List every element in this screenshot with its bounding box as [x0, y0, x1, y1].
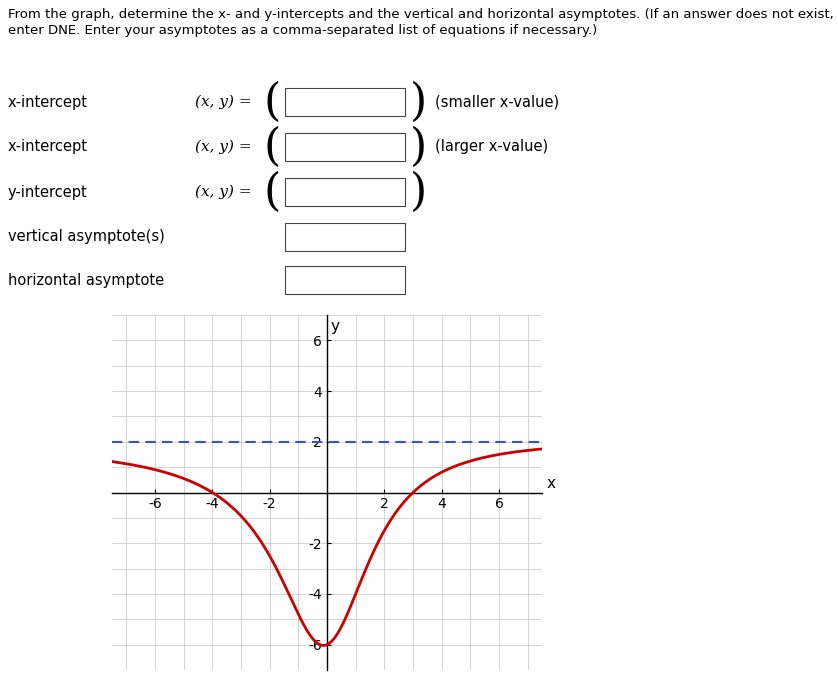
Text: (x, y) =: (x, y) = [195, 185, 251, 200]
Text: (: ( [263, 170, 281, 214]
Text: enter DNE. Enter your asymptotes as a comma-separated list of equations if neces: enter DNE. Enter your asymptotes as a co… [8, 24, 597, 37]
Text: ): ) [410, 170, 427, 214]
Text: y: y [330, 319, 339, 334]
Text: (x, y) =: (x, y) = [195, 95, 251, 109]
FancyBboxPatch shape [285, 266, 405, 294]
Text: (larger x-value): (larger x-value) [435, 140, 548, 155]
Text: (: ( [263, 80, 281, 123]
Text: (smaller x-value): (smaller x-value) [435, 95, 559, 110]
Text: (x, y) =: (x, y) = [195, 140, 251, 154]
Text: y-intercept: y-intercept [8, 185, 88, 200]
FancyBboxPatch shape [285, 178, 405, 206]
Text: x-intercept: x-intercept [8, 140, 88, 155]
Text: ): ) [410, 125, 427, 169]
Text: horizontal asymptote: horizontal asymptote [8, 272, 164, 287]
FancyBboxPatch shape [285, 88, 405, 116]
Text: vertical asymptote(s): vertical asymptote(s) [8, 229, 165, 244]
Text: x: x [546, 476, 556, 491]
FancyBboxPatch shape [285, 133, 405, 161]
Text: x-intercept: x-intercept [8, 95, 88, 110]
Text: (: ( [263, 125, 281, 169]
Text: ): ) [410, 80, 427, 123]
FancyBboxPatch shape [285, 223, 405, 251]
Text: From the graph, determine the x- and y-intercepts and the vertical and horizonta: From the graph, determine the x- and y-i… [8, 8, 834, 21]
